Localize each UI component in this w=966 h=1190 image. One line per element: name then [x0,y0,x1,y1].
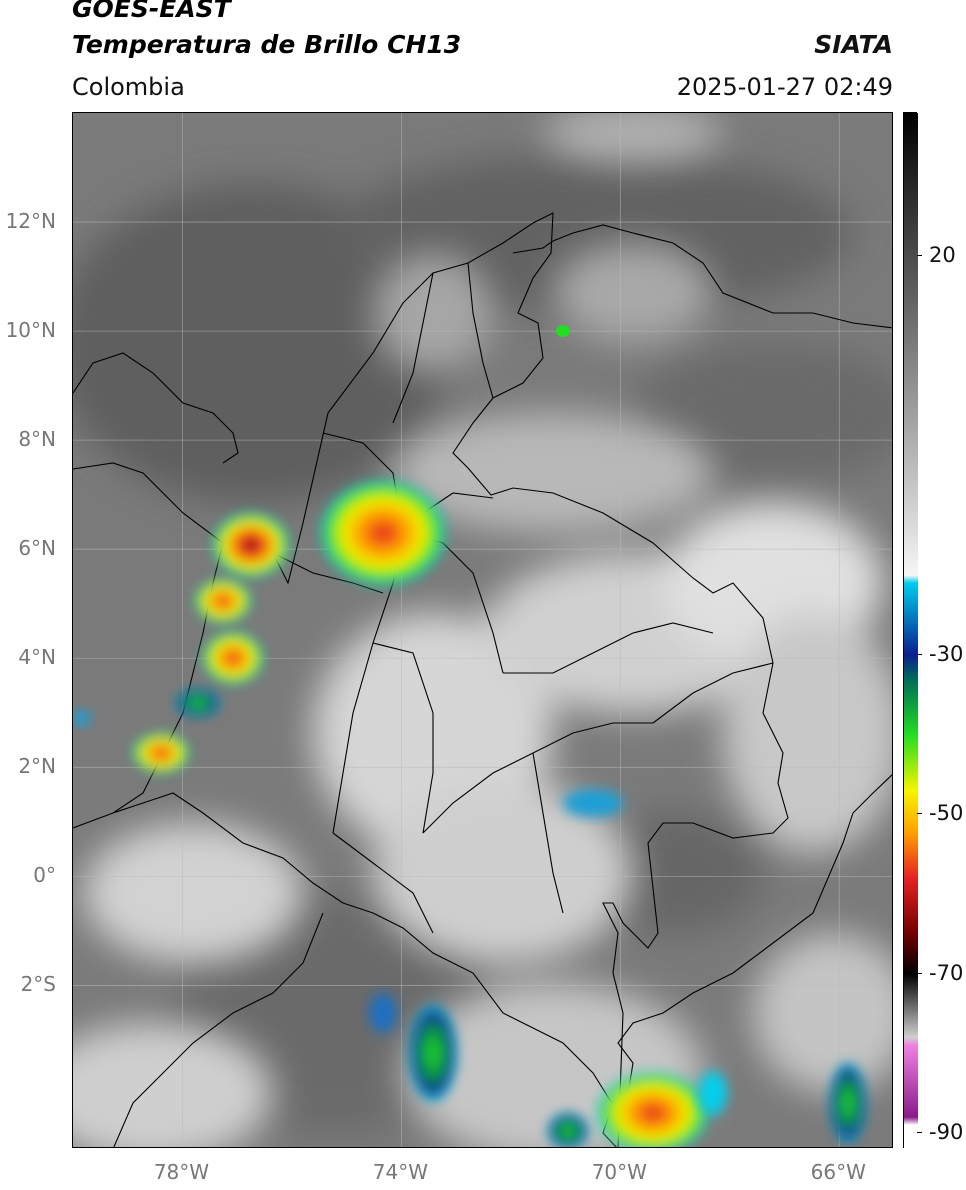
brand-label: SIATA [814,30,893,59]
storm-cell-choco-1 [195,579,251,623]
latitude-label: 6°N [18,536,56,561]
longitude-label: 70°W [591,1160,647,1184]
cold-cloud-west [73,710,91,726]
cold-cloud-vaupes [563,789,623,817]
storm-cell-santander [321,481,445,585]
satellite-title: GOES-EAST [72,0,231,23]
map-canvas [73,113,892,1147]
panama-coast [73,352,239,464]
longitude-label: 78°W [153,1160,210,1184]
colorbar-tick-label: -90 [929,1120,964,1145]
colorbar-tick-mark [917,1132,922,1134]
storm-cell-amazonas-2 [598,1073,708,1147]
latitude-label: 0° [33,863,56,888]
storm-cell-amazonas-1 [409,1005,457,1101]
colorbar-tick-mark [917,255,922,257]
storm-cell-venezuela [556,325,570,337]
cold-cloud-east [699,1071,727,1115]
storm-cell-east-edge [830,1063,866,1143]
colorbar-tick-label: -50 [929,801,964,826]
storm-cell-antioquia [213,513,289,577]
colombia-border [73,212,789,1147]
colorbar-tick-mark [917,972,922,974]
latitude-label: 12°N [5,209,56,234]
latitude-label: 10°N [5,318,56,343]
satellite-map [72,112,893,1148]
colorbar-tick-label: -70 [929,960,964,985]
southern-border [73,792,619,1114]
gridlines [73,113,892,1147]
latitude-label: 8°N [18,427,56,452]
colorbar-tick-label: 20 [929,243,956,268]
colorbar-tick-mark [917,653,922,655]
region-label: Colombia [72,73,185,101]
longitude-label: 74°W [372,1160,429,1184]
colorbar-tick-label: -30 [929,641,964,666]
storm-cell-choco-2 [203,632,263,684]
storm-cell-narino [133,733,189,773]
storm-cells [73,325,866,1147]
timestamp-label: 2025-01-27 02:49 [676,73,893,101]
latitude-label: 4°N [18,645,56,670]
longitude-label: 66°W [810,1160,866,1184]
temperature-colorbar [903,112,918,1149]
latitude-label: 2°N [18,754,56,779]
product-title: Temperatura de Brillo CH13 [72,30,462,59]
colorbar-gradient [904,113,918,1149]
cold-cloud-south [369,993,397,1033]
colorbar-tick-mark [917,813,922,815]
peru-coast [113,912,324,1147]
storm-cell-amazonas-3 [548,1113,588,1147]
venezuela-coast [512,224,892,329]
latitude-label: 2°S [20,972,56,997]
storm-cell-valle [176,689,220,717]
